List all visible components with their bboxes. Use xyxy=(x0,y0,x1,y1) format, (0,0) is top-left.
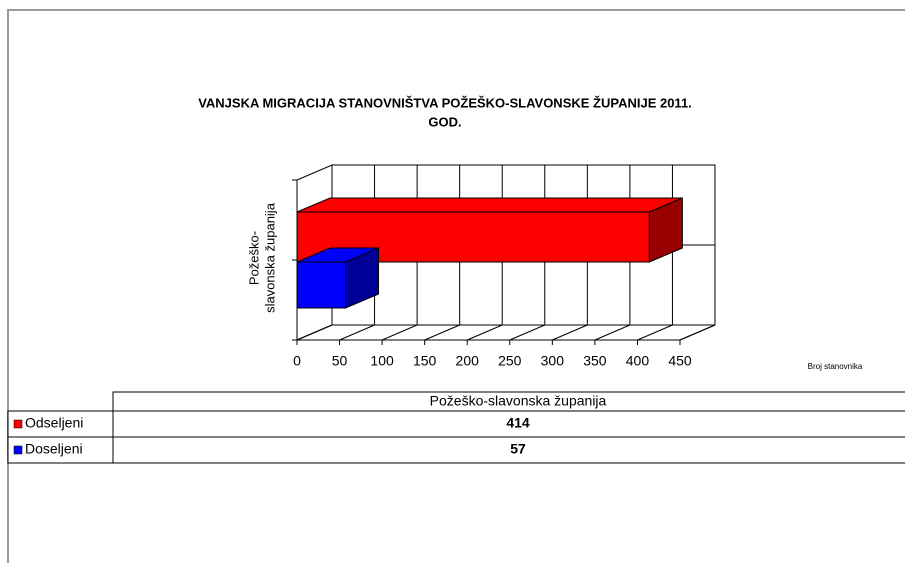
x-tick-label: 300 xyxy=(541,353,565,369)
y-axis-label: Požeško- xyxy=(246,231,261,285)
grid-line xyxy=(509,324,545,341)
table-cell xyxy=(112,436,905,464)
legend-key xyxy=(13,419,23,429)
grid-line xyxy=(594,324,631,341)
table-cell xyxy=(7,436,114,464)
grid-line xyxy=(679,324,716,341)
x-tick-label: 0 xyxy=(293,353,301,369)
x-tick-label: 100 xyxy=(370,353,394,369)
grid-line xyxy=(424,324,460,341)
grid-line xyxy=(339,324,375,341)
grid-line xyxy=(467,324,503,341)
x-tick-label: 50 xyxy=(332,353,348,369)
bar-side xyxy=(648,197,683,263)
x-tick-label: 250 xyxy=(498,353,522,369)
y-axis-label: slavonska županija xyxy=(262,202,277,313)
table-cell xyxy=(112,410,905,438)
x-tick-label: 200 xyxy=(456,353,480,369)
x-tick-label: 400 xyxy=(626,353,650,369)
legend-label: Odseljeni xyxy=(25,415,83,431)
chart-title: VANJSKA MIGRACIJA STANOVNIŠTVA POŽEŠKO-S… xyxy=(198,95,692,110)
grid-line xyxy=(381,324,418,341)
x-tick-label: 150 xyxy=(413,353,437,369)
chart-title: GOD. xyxy=(428,114,461,129)
table-value: 57 xyxy=(510,441,526,457)
x-tick-label: 350 xyxy=(583,353,607,369)
floor xyxy=(296,324,716,341)
table-cell xyxy=(7,410,114,438)
bar-front xyxy=(296,261,347,309)
table-header-label: Požeško-slavonska županija xyxy=(430,393,607,409)
x-tick-label: 450 xyxy=(668,353,692,369)
grid-line xyxy=(296,324,333,341)
grid-line xyxy=(552,324,588,341)
bar-top xyxy=(296,197,683,213)
legend-key xyxy=(13,445,23,455)
legend-label: Doseljeni xyxy=(25,441,83,457)
table-value: 414 xyxy=(506,415,530,431)
grid-line xyxy=(637,324,673,341)
bar-side xyxy=(345,247,380,309)
x-axis-label: Broj stanovnika xyxy=(808,362,863,371)
